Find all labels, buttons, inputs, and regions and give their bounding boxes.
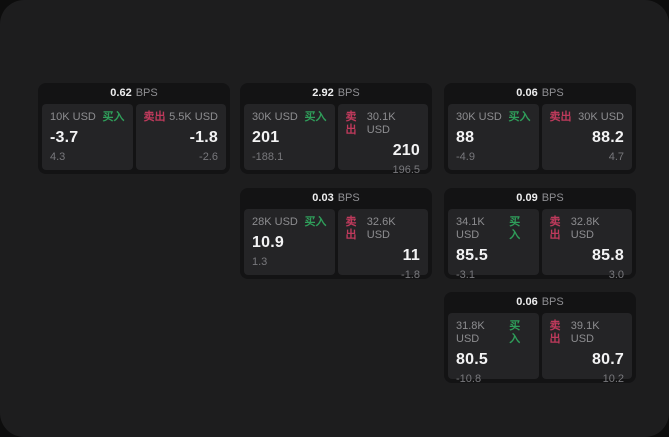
bps-unit-label: BPS	[135, 87, 158, 99]
sell-amount: 39.1K USD	[570, 320, 600, 345]
sell-quote-panel[interactable]: 卖出 30.1K USD 210 196.5	[337, 104, 428, 174]
sell-delta: -2.6	[199, 151, 218, 163]
buy-price: 201	[252, 129, 280, 146]
buy-side-label: 买入	[304, 111, 327, 123]
spread-header: 0.03 BPS	[240, 188, 432, 209]
sell-amount: 32.8K USD	[570, 216, 600, 241]
buy-quote-panel[interactable]: 34.1K USD 买入 85.5 -3.1	[448, 209, 539, 279]
sell-delta: 3.0	[608, 269, 624, 279]
spread-header: 0.06 BPS	[444, 292, 636, 313]
sell-amount: 30.1K USD	[366, 111, 396, 136]
sell-price: -1.8	[189, 129, 218, 146]
buy-amount: 30K USD	[456, 111, 502, 123]
buy-price: 80.5	[456, 351, 488, 368]
buy-amount: 34.1K USD	[456, 216, 485, 241]
buy-side-label: 买入	[509, 216, 521, 241]
buy-amount: 30K USD	[252, 111, 298, 123]
buy-side-label: 买入	[304, 216, 327, 228]
spread-value: 0.03	[312, 192, 334, 204]
bps-unit-label: BPS	[337, 192, 360, 204]
sell-amount: 32.6K USD	[366, 216, 396, 241]
buy-delta: 1.3	[252, 256, 268, 268]
sell-price: 85.8	[592, 247, 624, 264]
quote-card: 0.06 BPS 31.8K USD 买入 80.5 -10.8 卖出 39.1…	[444, 292, 636, 383]
spread-header: 0.06 BPS	[444, 83, 636, 104]
buy-quote-panel[interactable]: 30K USD 买入 201 -188.1	[244, 104, 335, 170]
spread-header: 0.62 BPS	[38, 83, 230, 104]
buy-quote-panel[interactable]: 10K USD 买入 -3.7 4.3	[42, 104, 133, 170]
sell-amount: 30K USD	[578, 111, 624, 123]
sell-quote-panel[interactable]: 卖出 5.5K USD -1.8 -2.6	[135, 104, 226, 170]
buy-amount: 28K USD	[252, 216, 298, 228]
sell-delta: -1.8	[401, 269, 420, 279]
buy-delta: -10.8	[456, 373, 482, 383]
buy-price: 10.9	[252, 234, 284, 251]
sell-side-label: 卖出	[345, 216, 357, 241]
sell-price: 11	[402, 247, 420, 264]
buy-quote-panel[interactable]: 31.8K USD 买入 80.5 -10.8	[448, 313, 539, 383]
bps-unit-label: BPS	[541, 87, 564, 99]
sell-side-label: 卖出	[549, 216, 561, 241]
buy-quote-panel[interactable]: 28K USD 买入 10.9 1.3	[244, 209, 335, 275]
bps-unit-label: BPS	[337, 87, 360, 99]
buy-delta: -3.1	[456, 269, 475, 279]
sell-delta: 196.5	[392, 164, 420, 174]
buy-amount: 31.8K USD	[456, 320, 485, 345]
sell-price: 88.2	[592, 129, 624, 146]
sell-delta: 10.2	[602, 373, 624, 383]
spread-value: 0.06	[516, 296, 538, 308]
buy-price: 85.5	[456, 247, 488, 264]
buy-amount: 10K USD	[50, 111, 96, 123]
spread-value: 0.06	[516, 87, 538, 99]
bps-unit-label: BPS	[541, 296, 564, 308]
buy-price: -3.7	[50, 129, 79, 146]
spread-value: 2.92	[312, 87, 334, 99]
buy-side-label: 买入	[102, 111, 125, 123]
quote-card: 0.62 BPS 10K USD 买入 -3.7 4.3 卖出 5.5K USD	[38, 83, 230, 174]
sell-quote-panel[interactable]: 卖出 32.6K USD 11 -1.8	[337, 209, 428, 279]
sell-side-label: 卖出	[143, 111, 166, 123]
buy-delta: -4.9	[456, 151, 475, 163]
buy-price: 88	[456, 129, 475, 146]
buy-side-label: 买入	[509, 320, 521, 345]
quote-card: 0.03 BPS 28K USD 买入 10.9 1.3 卖出 32.6K US…	[240, 188, 432, 279]
spread-header: 0.09 BPS	[444, 188, 636, 209]
sell-side-label: 卖出	[549, 111, 572, 123]
sell-side-label: 卖出	[345, 111, 357, 136]
buy-delta: 4.3	[50, 151, 66, 163]
sell-amount: 5.5K USD	[169, 111, 218, 123]
quote-card: 0.06 BPS 30K USD 买入 88 -4.9 卖出 30K USD	[444, 83, 636, 174]
buy-quote-panel[interactable]: 30K USD 买入 88 -4.9	[448, 104, 539, 170]
buy-side-label: 买入	[508, 111, 531, 123]
quote-card: 0.09 BPS 34.1K USD 买入 85.5 -3.1 卖出 32.8K…	[444, 188, 636, 279]
sell-price: 80.7	[592, 351, 624, 368]
spread-value: 0.62	[110, 87, 132, 99]
quote-card: 2.92 BPS 30K USD 买入 201 -188.1 卖出 30.1K …	[240, 83, 432, 174]
sell-quote-panel[interactable]: 卖出 39.1K USD 80.7 10.2	[541, 313, 632, 383]
sell-quote-panel[interactable]: 卖出 32.8K USD 85.8 3.0	[541, 209, 632, 279]
sell-side-label: 卖出	[549, 320, 561, 345]
sell-quote-panel[interactable]: 卖出 30K USD 88.2 4.7	[541, 104, 632, 170]
sell-delta: 4.7	[608, 151, 624, 163]
buy-delta: -188.1	[252, 151, 284, 163]
spread-value: 0.09	[516, 192, 538, 204]
spread-header: 2.92 BPS	[240, 83, 432, 104]
sell-price: 210	[392, 142, 420, 159]
bps-unit-label: BPS	[541, 192, 564, 204]
